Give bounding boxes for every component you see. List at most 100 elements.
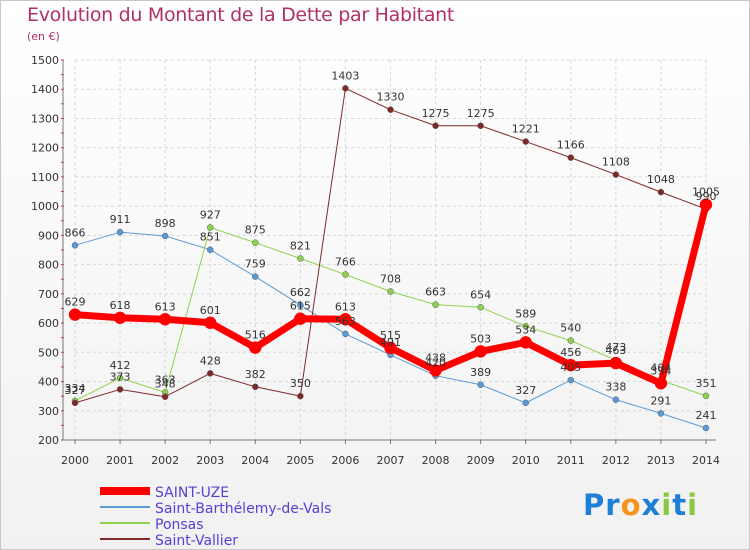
data-point xyxy=(657,410,665,417)
data-point xyxy=(116,374,124,382)
data-label: 618 xyxy=(110,299,131,312)
data-label: 1005 xyxy=(692,186,720,199)
data-label: 351 xyxy=(696,377,717,390)
x-tick-label: 2000 xyxy=(61,454,89,467)
data-point xyxy=(249,341,262,354)
data-point xyxy=(609,356,623,370)
data-point xyxy=(116,228,124,236)
data-label: 327 xyxy=(65,384,86,397)
data-point xyxy=(429,364,442,377)
data-label: 404 xyxy=(650,361,671,374)
data-label: 438 xyxy=(425,351,446,364)
data-point xyxy=(68,308,82,321)
series-lines xyxy=(68,85,713,432)
x-tick-label: 2009 xyxy=(467,454,495,467)
data-label: 291 xyxy=(650,394,671,407)
x-tick-label: 2005 xyxy=(286,454,314,467)
y-tick-label: 1400 xyxy=(31,83,59,96)
y-tick-label: 200 xyxy=(38,434,59,447)
x-tick-label: 2003 xyxy=(196,454,224,467)
x-tick-label: 2006 xyxy=(331,454,359,467)
x-tick-label: 2008 xyxy=(422,454,450,467)
data-point xyxy=(116,386,124,393)
legend-label: Saint-Barthélemy-de-Vals xyxy=(155,501,331,517)
data-label: 898 xyxy=(155,217,176,230)
data-point xyxy=(474,345,487,358)
data-point xyxy=(252,383,259,391)
data-point xyxy=(519,336,532,349)
y-tick-label: 1200 xyxy=(31,142,59,155)
data-point xyxy=(252,239,259,246)
y-tick-label: 1100 xyxy=(31,171,59,184)
y-tick-label: 400 xyxy=(38,376,59,389)
data-point xyxy=(252,273,259,280)
logo-letter: o xyxy=(620,488,642,522)
x-tick-label: 2004 xyxy=(241,454,269,467)
data-point xyxy=(339,313,352,326)
data-label: 1048 xyxy=(647,173,675,186)
y-tick-label: 300 xyxy=(38,405,59,418)
data-label: 394 xyxy=(650,364,671,377)
data-point xyxy=(522,138,529,145)
data-label: 759 xyxy=(245,258,266,271)
data-label: 866 xyxy=(65,226,86,239)
data-label: 412 xyxy=(110,359,131,372)
data-label: 405 xyxy=(560,361,581,374)
data-point xyxy=(522,323,529,330)
y-tick-label: 800 xyxy=(38,259,59,272)
data-label: 389 xyxy=(470,366,491,379)
data-point xyxy=(206,224,214,231)
data-label: 821 xyxy=(290,239,311,252)
data-point xyxy=(432,301,439,308)
data-point xyxy=(158,313,172,326)
data-label: 851 xyxy=(200,231,221,244)
logo-letter: i xyxy=(687,488,699,522)
data-label: 613 xyxy=(335,300,356,313)
data-label: 708 xyxy=(380,273,401,286)
y-tick-label: 500 xyxy=(38,346,59,359)
data-point xyxy=(612,171,620,178)
data-point xyxy=(161,232,169,240)
data-point xyxy=(297,301,304,309)
proxiti-logo: Proxiti xyxy=(583,488,698,522)
data-label: 1330 xyxy=(377,91,405,104)
data-label: 875 xyxy=(245,224,266,237)
x-tick-label: 2013 xyxy=(647,454,675,467)
data-point xyxy=(294,312,307,325)
x-tick-label: 2007 xyxy=(377,454,405,467)
data-point xyxy=(567,376,575,384)
data-point xyxy=(432,122,439,130)
data-label: 363 xyxy=(155,373,176,386)
data-label: 382 xyxy=(245,368,266,381)
data-labels: 629 618 613 601 516 615 613 515 438 503 534 456 463 3… xyxy=(65,69,721,422)
chart-subtitle: (en €) xyxy=(27,30,60,43)
data-point xyxy=(702,392,710,400)
y-tick-label: 900 xyxy=(38,229,59,242)
data-label: 338 xyxy=(605,381,626,394)
data-label: 534 xyxy=(515,323,536,336)
data-point xyxy=(297,392,304,400)
data-label: 766 xyxy=(335,256,356,269)
data-label: 654 xyxy=(470,288,491,301)
data-label: 1275 xyxy=(422,107,450,120)
x-tick-label: 2011 xyxy=(557,454,585,467)
data-point xyxy=(206,246,214,253)
data-point xyxy=(206,370,214,377)
data-label: 348 xyxy=(155,378,176,391)
data-label: 1275 xyxy=(467,107,495,120)
axes xyxy=(61,59,716,444)
y-tick-label: 1500 xyxy=(31,54,59,67)
data-point xyxy=(477,381,484,389)
data-label: 428 xyxy=(200,354,221,367)
legend-label: Saint-Vallier xyxy=(155,533,238,549)
data-label: 491 xyxy=(380,336,401,349)
data-point xyxy=(567,337,575,344)
data-label: 927 xyxy=(200,208,221,221)
tick-labels: 200 300 400 500 600 700 800 900 1000 1100 1200 1300… xyxy=(31,54,720,467)
data-label: 241 xyxy=(696,409,717,422)
data-label: 334 xyxy=(65,382,86,395)
data-point xyxy=(161,393,169,400)
y-tick-label: 1000 xyxy=(31,200,59,213)
x-tick-label: 2001 xyxy=(106,454,134,467)
